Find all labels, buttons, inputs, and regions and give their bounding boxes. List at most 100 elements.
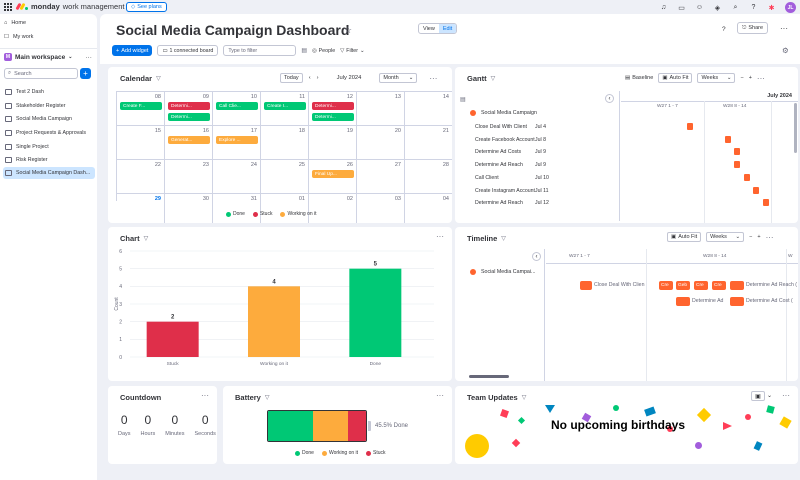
timeline-bar[interactable]: Geb [676, 281, 690, 290]
sort-icon[interactable]: ▤ [301, 47, 307, 54]
gantt-task-row[interactable]: Determine Ad Reach Jul 12 [475, 200, 549, 206]
calendar-day-cell[interactable]: 04 [405, 194, 452, 223]
sidebar-item-single-project[interactable]: Single Project [3, 141, 95, 153]
zoom-out-icon[interactable]: − [749, 234, 752, 240]
sidebar-home[interactable]: ⌂ Home [4, 20, 26, 26]
zoom-select[interactable]: Weeks ⌄ [706, 232, 744, 242]
gantt-bar[interactable] [763, 199, 769, 206]
star-icon[interactable]: ☆ [344, 25, 352, 36]
calendar-day-cell[interactable]: 31 [213, 194, 261, 223]
timeline-bar[interactable]: Cre [694, 281, 708, 290]
funnel-icon[interactable]: ▽ [491, 75, 496, 82]
scrollbar[interactable] [469, 375, 509, 378]
apps-icon[interactable]: ◈ [713, 3, 722, 12]
filter-button[interactable]: ▽ Filter ⌄ [340, 48, 364, 54]
see-plans-button[interactable]: ◇ See plans [126, 2, 167, 12]
help-icon[interactable]: ? [722, 26, 726, 33]
more-icon[interactable]: ··· [429, 74, 437, 83]
funnel-icon[interactable]: ▽ [144, 235, 149, 242]
calendar-day-cell[interactable]: 19 [309, 126, 357, 160]
calendar-day-cell[interactable]: 30 [165, 194, 213, 223]
collapse-icon[interactable]: ▤ [460, 96, 466, 103]
calendar-day-cell[interactable]: 13 [357, 92, 405, 126]
more-icon[interactable]: ··· [436, 391, 444, 400]
more-icon[interactable]: ··· [780, 24, 788, 33]
auto-fit-button[interactable]: ▣ Auto Fit [667, 232, 701, 242]
calendar-event[interactable]: Create I... [264, 102, 306, 110]
gantt-bar[interactable] [734, 148, 740, 155]
connected-boards-button[interactable]: ▭ 1 connected board [157, 45, 218, 56]
gantt-bar[interactable] [725, 136, 731, 143]
calendar-day-cell[interactable]: 02 [309, 194, 357, 223]
chevron-down-icon[interactable]: ⌄ [767, 392, 772, 399]
add-item-button[interactable]: + [80, 68, 91, 79]
calendar-day-cell[interactable]: 21 [405, 126, 452, 160]
chevron-left-icon[interactable]: ‹ [532, 252, 541, 261]
calendar-day-cell[interactable]: 24 [213, 160, 261, 194]
chevron-left-icon[interactable]: ‹ [605, 94, 614, 103]
inbox-icon[interactable]: ▭ [677, 3, 686, 12]
gear-icon[interactable]: ⚙ [782, 46, 789, 55]
funnel-icon[interactable]: ▽ [501, 235, 506, 242]
calendar-day-cell[interactable]: 15 [117, 126, 165, 160]
calendar-day-cell[interactable]: 03 [357, 194, 405, 223]
more-icon[interactable]: ··· [757, 74, 765, 83]
funnel-icon[interactable]: ▽ [265, 394, 270, 401]
search-icon[interactable]: ⌕ [731, 3, 740, 12]
calendar-event[interactable]: Explore ... [216, 136, 258, 144]
birthday-filter-button[interactable]: ▣ [751, 391, 765, 401]
timeline-bar[interactable]: Cre [712, 281, 726, 290]
timeline-bar[interactable] [580, 281, 592, 290]
add-widget-button[interactable]: + Add widget [112, 45, 152, 56]
share-button[interactable]: ⎋ Share [737, 22, 768, 34]
calendar-day-cell[interactable]: 29 [117, 194, 165, 223]
sidebar-item-stakeholder-register[interactable]: Stakeholder Register [3, 100, 95, 112]
calendar-day-cell[interactable]: 22 [117, 160, 165, 194]
sidebar-item-project-requests[interactable]: Project Requests & Approvals [3, 127, 95, 139]
sidebar-item-social-media-campaign[interactable]: Social Media Campaign [3, 113, 95, 125]
zoom-select[interactable]: Weeks ⌄ [697, 73, 735, 83]
more-icon[interactable]: ··· [766, 233, 774, 242]
zoom-in-icon[interactable]: + [749, 75, 752, 81]
calendar-day-cell[interactable]: 14 [405, 92, 452, 126]
zoom-out-icon[interactable]: − [740, 75, 743, 81]
apps-grid-icon[interactable] [4, 3, 12, 11]
calendar-event[interactable]: Determi... [312, 102, 354, 110]
gantt-bar[interactable] [753, 187, 759, 194]
calendar-event[interactable]: Create F... [120, 102, 162, 110]
invite-icon[interactable]: ☺ [695, 3, 704, 12]
calendar-day-cell[interactable]: 01 [261, 194, 309, 223]
brand[interactable]: monday work management [17, 2, 124, 11]
filter-input[interactable]: Type to filter [223, 45, 296, 56]
gantt-task-row[interactable]: Determine Ad Reach Jul 9 [475, 162, 546, 168]
gantt-bar[interactable] [734, 161, 740, 168]
today-button[interactable]: Today [280, 73, 303, 83]
timeline-bar[interactable] [730, 281, 744, 290]
monday-apps-icon[interactable]: ✱ [767, 3, 776, 12]
auto-fit-button[interactable]: ▣ Auto Fit [658, 73, 692, 83]
sidebar-item-dashboard[interactable]: Social Media Campaign Dash... [3, 167, 95, 179]
sidebar-search[interactable]: ⌕ Search [4, 68, 78, 79]
gantt-group[interactable]: Social Media Campaign [470, 110, 537, 116]
timeline-bar[interactable] [676, 297, 690, 306]
workspace-selector[interactable]: M Main workspace ⌄ ··· [4, 53, 92, 61]
calendar-event[interactable]: Determi... [168, 102, 210, 110]
calendar-event[interactable]: Determi... [312, 113, 354, 121]
page-title[interactable]: Social Media Campaign Dashboard [116, 22, 349, 38]
gantt-task-row[interactable]: Call Client Jul 10 [475, 175, 549, 181]
more-icon[interactable]: ··· [782, 391, 790, 400]
timeline-group[interactable]: Social Media Campai... [470, 269, 535, 275]
help-icon[interactable]: ? [749, 3, 758, 12]
people-filter[interactable]: ◎ People [312, 48, 335, 54]
view-button[interactable]: View [419, 24, 439, 33]
more-icon[interactable]: ··· [436, 232, 444, 241]
calendar-event[interactable]: Final Up... [312, 170, 354, 178]
gantt-bar[interactable] [687, 123, 693, 130]
calendar-day-cell[interactable]: 23 [165, 160, 213, 194]
more-icon[interactable]: ··· [85, 54, 92, 61]
sidebar-item-test-2-dash[interactable]: Test 2 Dash [3, 86, 95, 98]
sidebar-my-work[interactable]: ☐ My work [4, 34, 33, 40]
calendar-event[interactable]: Call Clie... [216, 102, 258, 110]
calendar-event[interactable]: Generat... [168, 136, 210, 144]
avatar[interactable]: JL [785, 2, 796, 13]
